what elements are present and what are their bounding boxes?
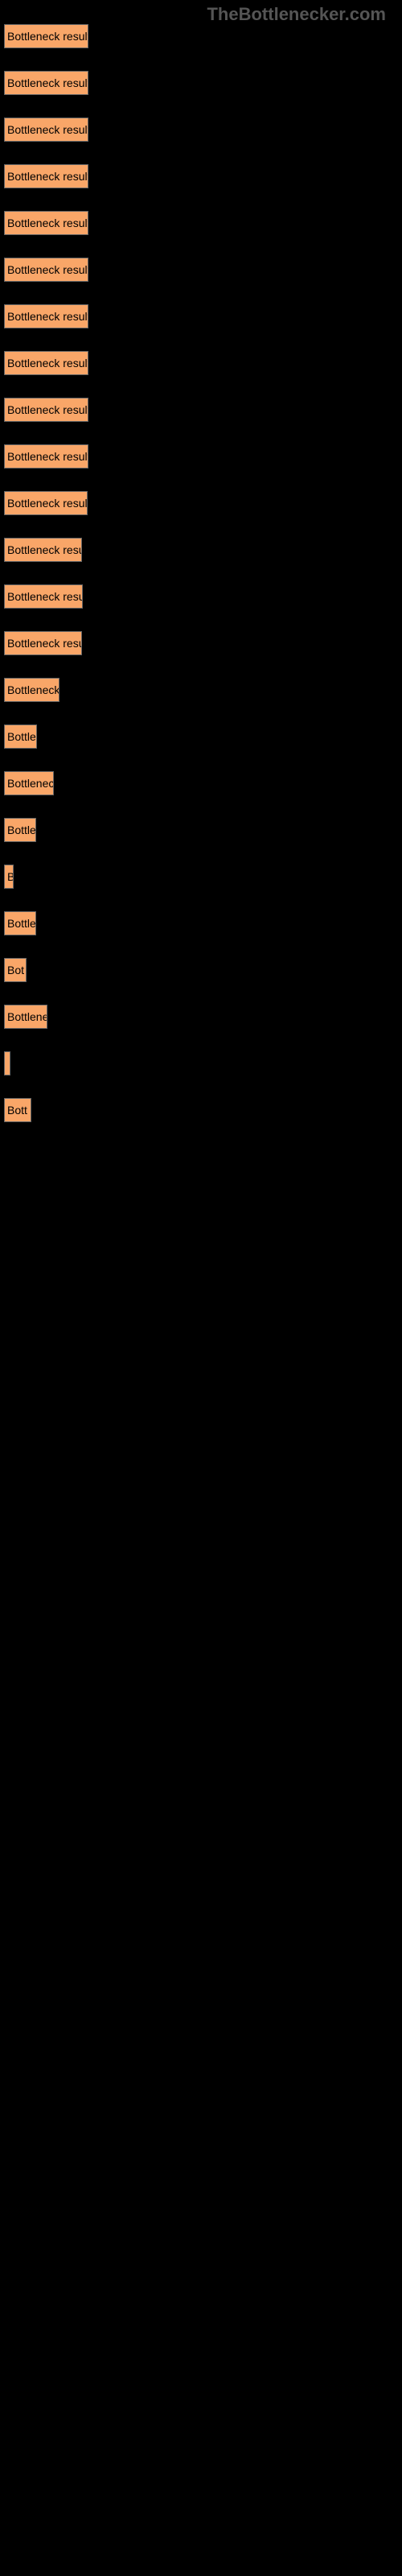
bar-row: Bottler xyxy=(4,724,402,749)
bar: Bottleneck result xyxy=(4,351,88,375)
bar-row: Bott xyxy=(4,1098,402,1122)
bar: Bottleneck resul xyxy=(4,584,83,609)
bar: Bottleneck result xyxy=(4,24,88,48)
bar: Bot xyxy=(4,958,27,982)
bar-row: Bottlene xyxy=(4,1005,402,1029)
bar-row: Bottleneck resu xyxy=(4,538,402,562)
bar-row: Bot xyxy=(4,958,402,982)
bar-row: Bottleneck result xyxy=(4,304,402,328)
bar: Bottleneck result xyxy=(4,258,88,282)
watermark-text: TheBottlenecker.com xyxy=(207,4,386,25)
bar-row: Bottle xyxy=(4,818,402,842)
bar: B xyxy=(4,865,14,889)
bar: Bottleneck result xyxy=(4,211,88,235)
bar-row: Bottleneck result xyxy=(4,258,402,282)
bar: Bottleneck resu xyxy=(4,538,82,562)
bar-row: Bottleneck result xyxy=(4,211,402,235)
bar: Bottleneck result xyxy=(4,444,88,469)
bar-row: B xyxy=(4,865,402,889)
bar-row: Bottleneck xyxy=(4,678,402,702)
bar-row: Bottleneck result xyxy=(4,24,402,48)
bar-row: Bottleneck result xyxy=(4,491,402,515)
bar-row: Bottleneck resu xyxy=(4,631,402,655)
bar: Bottler xyxy=(4,724,37,749)
bar-chart: Bottleneck result Bottleneck result Bottle… xyxy=(0,0,402,1122)
bar: Bottleneck result xyxy=(4,118,88,142)
bar: Bottleneck result xyxy=(4,164,88,188)
bar: Bottle xyxy=(4,911,36,935)
bar-row: Bottleneck result xyxy=(4,71,402,95)
bar: Bottleneck result xyxy=(4,398,88,422)
bar: Bottleneck result xyxy=(4,71,88,95)
bar: Bottleneck xyxy=(4,678,59,702)
bar-row: Bottleneck result xyxy=(4,444,402,469)
bar: Bottlenec xyxy=(4,771,54,795)
bar-row xyxy=(4,1051,402,1075)
bar: Bottleneck result xyxy=(4,304,88,328)
bar-row: Bottleneck result xyxy=(4,118,402,142)
bar: Bottleneck result xyxy=(4,491,88,515)
bar-row: Bottleneck result xyxy=(4,398,402,422)
bar-row: Bottleneck result xyxy=(4,164,402,188)
bar-row: Bottleneck resul xyxy=(4,584,402,609)
bar xyxy=(4,1051,10,1075)
bar-row: Bottle xyxy=(4,911,402,935)
bar: Bottleneck resu xyxy=(4,631,82,655)
bar-row: Bottleneck result xyxy=(4,351,402,375)
bar: Bottlene xyxy=(4,1005,47,1029)
bar: Bott xyxy=(4,1098,31,1122)
bar-row: Bottlenec xyxy=(4,771,402,795)
bar: Bottle xyxy=(4,818,36,842)
